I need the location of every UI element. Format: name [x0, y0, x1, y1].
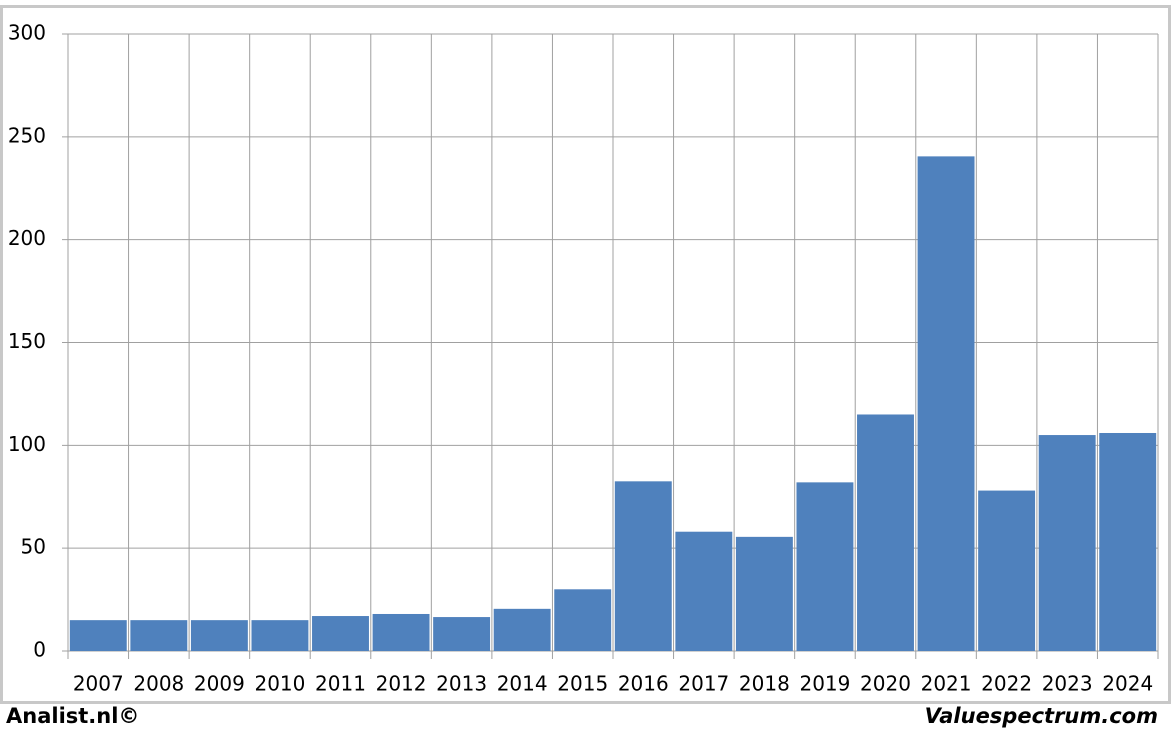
bar — [312, 616, 369, 651]
y-tick-label: 300 — [8, 21, 46, 45]
bar — [614, 481, 672, 651]
y-tick-label: 150 — [8, 329, 46, 353]
x-tick-label: 2008 — [133, 672, 184, 696]
y-tick-label: 0 — [33, 638, 46, 662]
x-tick-label: 2022 — [981, 672, 1032, 696]
bar — [978, 490, 1036, 651]
x-tick-label: 2023 — [1042, 672, 1093, 696]
bar — [554, 589, 612, 651]
bar — [857, 414, 914, 651]
x-tick-label: 2014 — [497, 672, 548, 696]
bar — [69, 620, 127, 651]
x-tick-label: 2009 — [194, 672, 245, 696]
x-tick-label: 2019 — [799, 672, 850, 696]
x-tick-label: 2024 — [1102, 672, 1153, 696]
bar — [372, 613, 430, 651]
x-tick-label: 2020 — [860, 672, 911, 696]
x-tick-label: 2007 — [73, 672, 124, 696]
x-tick-label: 2011 — [315, 672, 366, 696]
y-tick-label: 100 — [8, 432, 46, 456]
footer-left: Analist.nl© — [6, 704, 139, 728]
x-tick-label: 2010 — [254, 672, 305, 696]
x-tick-label: 2017 — [678, 672, 729, 696]
y-tick-label: 50 — [21, 535, 46, 559]
chart-frame — [0, 5, 1171, 704]
footer-right: Valuespectrum.com — [925, 704, 1158, 728]
bar — [190, 620, 248, 651]
x-tick-label: 2018 — [739, 672, 790, 696]
x-tick-label: 2012 — [376, 672, 427, 696]
x-tick-label: 2013 — [436, 672, 487, 696]
y-tick-label: 200 — [8, 226, 46, 250]
bar — [1099, 432, 1157, 651]
bar — [433, 617, 491, 651]
bar — [735, 536, 793, 651]
x-tick-label: 2021 — [921, 672, 972, 696]
y-tick-label: 250 — [8, 123, 46, 147]
x-tick-label: 2015 — [557, 672, 608, 696]
bar — [675, 531, 733, 651]
bar — [917, 156, 975, 651]
bar — [130, 620, 188, 651]
bar — [796, 482, 854, 651]
bar — [1038, 435, 1096, 651]
bar — [493, 608, 551, 651]
bar — [251, 620, 309, 651]
x-tick-label: 2016 — [618, 672, 669, 696]
